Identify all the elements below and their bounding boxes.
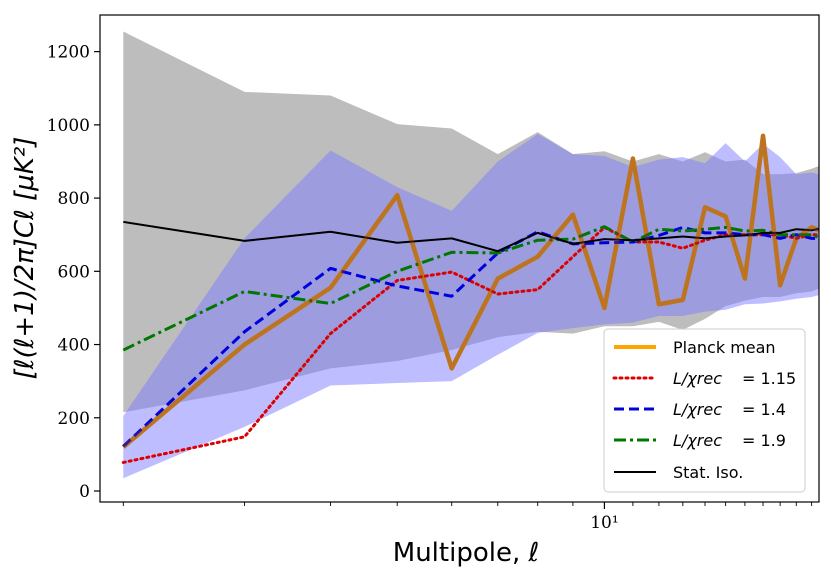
data-lines <box>121 133 819 464</box>
legend-label-statiso: Stat. Iso. <box>673 463 743 482</box>
y-tick-label: 400 <box>58 336 90 356</box>
legend-label-115: = 1.15 <box>742 369 796 388</box>
legend-label-19: = 1.9 <box>742 431 786 450</box>
y-tick-label: 600 <box>58 262 90 282</box>
y-tick-label: 800 <box>58 189 90 209</box>
legend: Planck mean L/χrec = 1.15 L/χrec = 1.4 L… <box>603 328 806 493</box>
x-axis-ticks: 10¹ <box>122 502 813 533</box>
legend-math-115: L/χrec <box>673 369 722 388</box>
y-tick-label: 1000 <box>47 116 90 136</box>
series-line-4 <box>123 220 819 253</box>
legend-math-19: L/χrec <box>673 431 722 450</box>
y-tick-label: 200 <box>58 409 90 429</box>
planck-overlay <box>121 133 819 449</box>
series-line-0 <box>121 133 819 449</box>
y-axis-ticks: 0 200 400 600 800 1000 1200 <box>47 43 100 502</box>
series-line-3 <box>122 225 819 352</box>
plot-frame <box>99 14 820 503</box>
y-tick-label: 0 <box>79 482 90 502</box>
x-axis-title: Multipole, ℓ <box>393 538 539 568</box>
legend-box <box>603 328 806 493</box>
series-line-1 <box>121 225 819 464</box>
y-tick-label: 1200 <box>47 43 90 63</box>
legend-math-14: L/χrec <box>673 400 722 419</box>
legend-label-planck: Planck mean <box>673 338 776 357</box>
legend-label-14: = 1.4 <box>742 400 786 419</box>
y-axis-title: [ℓ(ℓ+1)/2π]Cℓ [μK²] <box>10 137 40 380</box>
x-tick-label: 10¹ <box>590 513 618 533</box>
